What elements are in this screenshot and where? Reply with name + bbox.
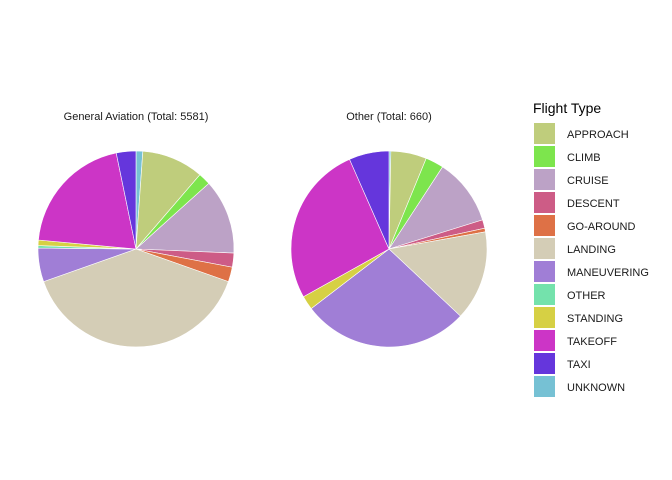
legend-swatch-takeoff [534, 330, 555, 351]
legend-swatch-climb [534, 146, 555, 167]
legend-label-maneuvering: MANEUVERING [567, 267, 649, 279]
legend-swatch-unknown [534, 376, 555, 397]
panel-title-general-aviation: General Aviation (Total: 5581) [64, 111, 209, 123]
pie-slice-cruise [388, 166, 483, 250]
legend-swatch-other [534, 284, 555, 305]
legend-label-unknown: UNKNOWN [567, 382, 625, 394]
legend-label-go-around: GO-AROUND [567, 221, 636, 233]
legend-swatch-landing [534, 238, 555, 259]
legend-item-climb: CLIMB [534, 146, 601, 167]
pie-slice-cruise [135, 183, 235, 254]
legend-item-go-around: GO-AROUND [534, 215, 636, 236]
legend-label-other: OTHER [567, 290, 606, 302]
legend-item-takeoff: TAKEOFF [534, 330, 617, 351]
legend-item-cruise: CRUISE [534, 169, 609, 190]
panel-title-other: Other (Total: 660) [346, 111, 432, 123]
legend-label-standing: STANDING [567, 313, 623, 325]
pie-other [290, 150, 488, 348]
pie-slice-taxi [349, 150, 390, 250]
legend-item-maneuvering: MANEUVERING [534, 261, 649, 282]
legend-item-taxi: TAXI [534, 353, 591, 374]
legend-label-approach: APPROACH [567, 129, 629, 141]
panel-other: Other (Total: 660) [290, 111, 488, 348]
legend-swatch-standing [534, 307, 555, 328]
pie-slice-landing [388, 231, 488, 317]
legend: Flight Type APPROACH CLIMB CRUISE DESCENT GO… [533, 100, 649, 397]
legend-label-descent: DESCENT [567, 198, 620, 210]
legend-item-approach: APPROACH [534, 123, 629, 144]
legend-swatch-approach [534, 123, 555, 144]
legend-item-landing: LANDING [534, 238, 616, 259]
pie-slice-maneuvering [310, 248, 461, 348]
pie-slice-taxi [115, 150, 137, 250]
legend-swatch-cruise [534, 169, 555, 190]
pie-slice-takeoff [38, 152, 137, 250]
legend-swatch-taxi [534, 353, 555, 374]
legend-label-cruise: CRUISE [567, 175, 609, 187]
panel-general-aviation: General Aviation (Total: 5581) [37, 111, 235, 348]
legend-swatch-go-around [534, 215, 555, 236]
legend-swatch-descent [534, 192, 555, 213]
legend-item-standing: STANDING [534, 307, 623, 328]
legend-swatch-maneuvering [534, 261, 555, 282]
legend-item-unknown: UNKNOWN [534, 376, 625, 397]
legend-item-descent: DESCENT [534, 192, 620, 213]
legend-label-landing: LANDING [567, 244, 616, 256]
legend-label-climb: CLIMB [567, 152, 601, 164]
pie-general-aviation [37, 150, 235, 348]
legend-label-takeoff: TAKEOFF [567, 336, 617, 348]
legend-label-taxi: TAXI [567, 359, 591, 371]
pie-slice-landing [43, 248, 229, 348]
legend-item-other: OTHER [534, 284, 606, 305]
legend-title: Flight Type [533, 100, 601, 116]
